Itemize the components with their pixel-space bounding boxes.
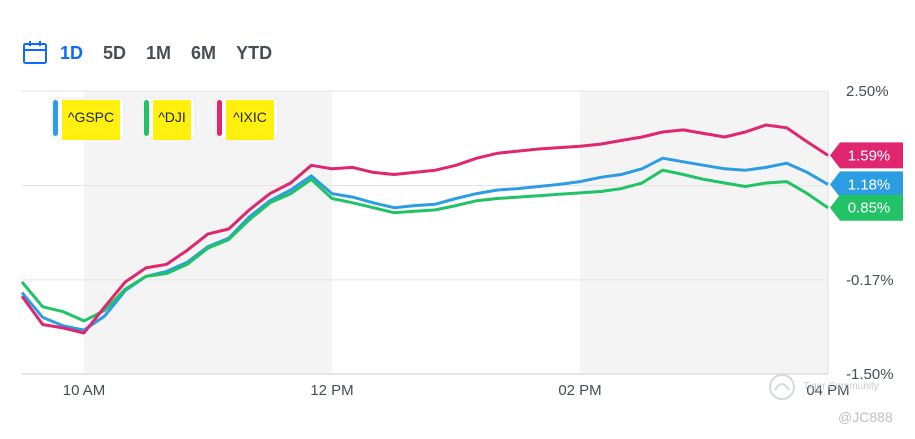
tiger-community-watermark: Tiger Community <box>767 372 879 406</box>
y-tick-label-1: -0.17% <box>846 272 894 289</box>
legend-item-ixic[interactable]: ^IXIC <box>215 97 279 140</box>
tiger-logo-icon <box>769 374 795 400</box>
x-tick-label-1: 12 PM <box>310 382 353 399</box>
y-tick-label-0: 2.50% <box>846 83 889 100</box>
end-label-bg <box>830 142 903 169</box>
legend-highlight <box>226 100 274 140</box>
end-label-text: 1.59% <box>848 147 891 164</box>
x-tick-label-3: 04 PM <box>806 382 849 399</box>
legend-highlight <box>62 100 120 140</box>
watermark-brand: Tiger Community <box>803 381 879 392</box>
legend-label: ^GSPC <box>68 109 114 125</box>
calendar-icon[interactable] <box>22 40 48 66</box>
end-label-bg <box>830 171 903 198</box>
tab-1d[interactable]: 1D <box>60 42 84 63</box>
watermark-handle: @JC888 <box>838 409 893 425</box>
legend-item-gspc[interactable]: ^GSPC <box>51 97 125 140</box>
shaded-period-1 <box>580 91 828 374</box>
legend-label: ^DJI <box>158 109 186 125</box>
x-tick-label-0: 10 AM <box>63 382 106 399</box>
legend-color-bar <box>144 100 149 136</box>
legend-color-bar <box>217 100 222 136</box>
legend-highlight <box>153 100 191 140</box>
legend-label: ^IXIC <box>233 109 267 125</box>
tab-6m[interactable]: 6M <box>191 42 217 63</box>
end-label-gspc: 1.18% <box>830 171 903 198</box>
legend-item-dji[interactable]: ^DJI <box>142 97 196 140</box>
end-label-ixic: 1.59% <box>830 142 903 169</box>
series-line-dji <box>20 168 829 323</box>
end-label-bg <box>830 194 903 221</box>
tab-ytd[interactable]: YTD <box>236 42 273 63</box>
y-tick-label-2: -1.50% <box>846 366 894 383</box>
x-tick-label-2: 02 PM <box>558 382 601 399</box>
tab-1m[interactable]: 1M <box>146 42 172 63</box>
time-range-tabs: 1D 5D 1M 6M YTD <box>22 38 292 68</box>
tab-5d[interactable]: 5D <box>103 42 127 63</box>
end-label-text: 0.85% <box>848 200 891 217</box>
end-label-dji: 0.85% <box>830 194 903 221</box>
legend-color-bar <box>53 100 58 136</box>
end-label-text: 1.18% <box>848 176 891 193</box>
series-line-ixic <box>20 123 829 335</box>
